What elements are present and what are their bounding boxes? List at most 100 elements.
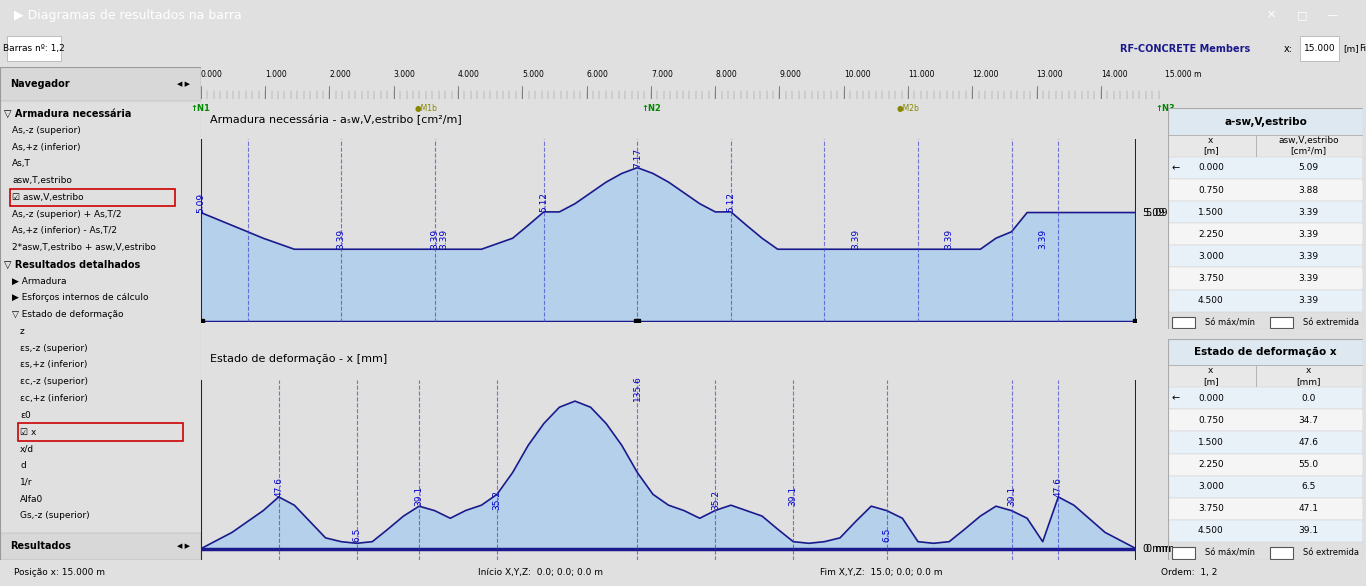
Text: As,+z (inferior): As,+z (inferior) — [12, 142, 81, 152]
Bar — [1168, 387, 1363, 409]
Text: Estado de deformação - x [mm]: Estado de deformação - x [mm] — [210, 355, 388, 364]
Text: ↑N2: ↑N2 — [641, 104, 661, 113]
Text: Ordem:  1, 2: Ordem: 1, 2 — [1161, 568, 1217, 577]
Bar — [1168, 365, 1255, 387]
Bar — [1168, 520, 1363, 542]
Text: ▶ Esforços internos de cálculo: ▶ Esforços internos de cálculo — [12, 294, 149, 302]
Bar — [1168, 409, 1363, 431]
Text: 5.12: 5.12 — [727, 192, 735, 212]
Text: 3.39: 3.39 — [336, 229, 346, 249]
Text: 1.500: 1.500 — [1198, 207, 1224, 217]
Text: 12.000: 12.000 — [973, 70, 999, 79]
Text: Alfa0: Alfa0 — [20, 495, 44, 503]
Text: 5.09 cm²/m: 5.09 cm²/m — [1146, 207, 1202, 217]
Text: ε0: ε0 — [20, 411, 31, 420]
Bar — [1300, 36, 1339, 62]
Text: εs,-z (superior): εs,-z (superior) — [20, 344, 87, 353]
Bar — [1168, 431, 1363, 454]
Text: RF-CONCRETE Members: RF-CONCRETE Members — [1120, 43, 1250, 54]
Text: 0.0: 0.0 — [1302, 394, 1315, 403]
Text: 3.39: 3.39 — [945, 229, 953, 249]
Text: 3.39: 3.39 — [1299, 252, 1318, 261]
Text: 5.09: 5.09 — [1299, 163, 1318, 172]
Text: 10.000: 10.000 — [844, 70, 870, 79]
Text: 47.6: 47.6 — [1299, 438, 1318, 447]
Text: ▽ Resultados detalhados: ▽ Resultados detalhados — [4, 260, 141, 270]
Text: 39.1: 39.1 — [414, 486, 423, 506]
Bar — [1168, 339, 1363, 365]
Text: 3.39: 3.39 — [1299, 207, 1318, 217]
Text: ▶ Armadura: ▶ Armadura — [12, 277, 67, 286]
Text: 47.6: 47.6 — [1053, 477, 1063, 497]
Text: 6.5: 6.5 — [882, 527, 891, 541]
Text: 3.39: 3.39 — [440, 229, 448, 249]
Text: Só extremida: Só extremida — [1303, 318, 1359, 327]
Text: Só extremida: Só extremida — [1303, 548, 1359, 557]
Text: 0.750: 0.750 — [1198, 416, 1224, 425]
Text: ▶ Diagramas de resultados na barra: ▶ Diagramas de resultados na barra — [14, 9, 242, 22]
Text: 3.39: 3.39 — [851, 229, 861, 249]
Text: ☑ x: ☑ x — [20, 428, 37, 437]
Text: 11.000: 11.000 — [908, 70, 934, 79]
Text: ▽ Armadura necessária: ▽ Armadura necessária — [4, 108, 131, 118]
Bar — [0, 533, 201, 560]
Text: Só máx/mín: Só máx/mín — [1205, 318, 1255, 327]
Bar — [1168, 135, 1255, 157]
Text: ↑N3: ↑N3 — [1156, 104, 1175, 113]
Text: ●M1b: ●M1b — [414, 104, 437, 113]
Text: 6.000: 6.000 — [586, 70, 608, 79]
Text: 3.000: 3.000 — [1198, 252, 1224, 261]
Text: ▽ Estado de deformação: ▽ Estado de deformação — [12, 310, 123, 319]
Text: 0.000: 0.000 — [201, 70, 223, 79]
Text: 0 mm: 0 mm — [1146, 544, 1173, 554]
Text: ●M2b: ●M2b — [896, 104, 919, 113]
Bar — [1168, 289, 1363, 312]
Text: Armadura necessária - aₛw,V,estribo [cm²/m]: Armadura necessária - aₛw,V,estribo [cm²… — [210, 115, 462, 125]
Text: 7.000: 7.000 — [650, 70, 672, 79]
Text: 5.09: 5.09 — [197, 192, 205, 213]
Text: 1/r: 1/r — [20, 478, 33, 487]
Bar — [1255, 365, 1363, 387]
Bar — [1168, 267, 1363, 289]
Bar — [1172, 317, 1195, 328]
Text: Navegador: Navegador — [10, 79, 70, 89]
Text: As,-z (superior): As,-z (superior) — [12, 126, 81, 135]
Text: 7.17: 7.17 — [632, 148, 642, 168]
Text: 4.500: 4.500 — [1198, 526, 1224, 536]
Text: 0.000: 0.000 — [1198, 394, 1224, 403]
Bar — [1168, 201, 1363, 223]
Text: x:: x: — [1284, 43, 1294, 54]
Bar — [1168, 108, 1363, 135]
Text: ↑N1: ↑N1 — [191, 104, 210, 113]
Text: 35.2: 35.2 — [493, 490, 501, 510]
Text: 3.39: 3.39 — [1299, 274, 1318, 283]
Text: 3.000: 3.000 — [1198, 482, 1224, 491]
Text: 6.5: 6.5 — [352, 527, 361, 541]
Text: x
[m]: x [m] — [1203, 136, 1218, 155]
Bar — [1269, 317, 1294, 328]
Text: Só máx/mín: Só máx/mín — [1205, 548, 1255, 557]
Text: εc,-z (superior): εc,-z (superior) — [20, 377, 87, 386]
Text: x/d: x/d — [20, 444, 34, 453]
Bar — [1168, 498, 1363, 520]
Bar — [1168, 179, 1363, 201]
Bar — [1168, 223, 1363, 246]
Text: 39.1: 39.1 — [1007, 486, 1016, 506]
Bar — [1168, 454, 1363, 476]
Text: 1.500: 1.500 — [1198, 438, 1224, 447]
Text: 8.000: 8.000 — [716, 70, 736, 79]
Bar — [1168, 246, 1363, 267]
Bar — [10, 189, 175, 206]
Text: 3.88: 3.88 — [1299, 186, 1318, 195]
Text: 3.39: 3.39 — [1299, 230, 1318, 239]
Text: 0.000: 0.000 — [1198, 163, 1224, 172]
Text: 2.250: 2.250 — [1198, 460, 1224, 469]
Text: 39.1: 39.1 — [788, 486, 798, 506]
Text: 3.39: 3.39 — [430, 229, 438, 249]
Text: Fim X,Y,Z:  15.0; 0.0; 0.0 m: Fim X,Y,Z: 15.0; 0.0; 0.0 m — [820, 568, 943, 577]
Text: 4.500: 4.500 — [1198, 296, 1224, 305]
Text: As,T: As,T — [12, 159, 31, 168]
Text: Resultados: Resultados — [10, 541, 71, 551]
Text: Início X,Y,Z:  0.0; 0.0; 0.0 m: Início X,Y,Z: 0.0; 0.0; 0.0 m — [478, 568, 604, 577]
Text: 135.6: 135.6 — [632, 375, 642, 401]
